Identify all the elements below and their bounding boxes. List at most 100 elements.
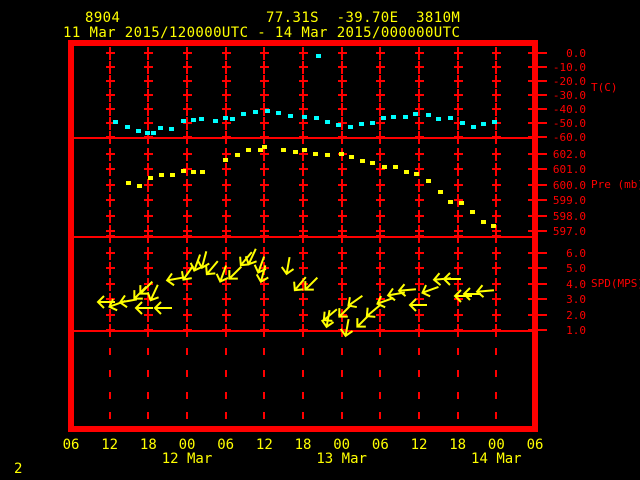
y-axis-tick-label: 2.0 [566,308,586,322]
grid-plus-horizontal [415,122,424,124]
grid-plus-mark [105,147,115,161]
grid-dash [224,412,227,419]
pressure-point [158,173,164,178]
grid-dash [456,370,459,377]
grid-plus-horizontal [183,66,192,68]
grid-plus-horizontal [221,122,231,124]
pressure-point [234,153,240,158]
grid-plus-horizontal [453,214,463,217]
grid-dash [456,392,459,399]
hour-label: 06 [526,437,544,453]
grid-dash [340,370,343,377]
grid-plus-mark [183,163,192,176]
grid-plus-mark [376,246,386,260]
y-axis-tick [528,52,547,54]
grid-dash [302,348,304,355]
temperature-point [150,130,156,135]
grid-plus-horizontal [376,52,386,54]
grid-plus-mark [376,230,386,243]
grid-plus-mark [105,117,115,130]
wind-arrow [236,241,268,273]
grid-plus-mark [337,75,347,88]
grid-plus-mark [144,209,154,223]
grid-plus-horizontal [144,152,154,155]
grid-plus-mark [453,277,463,291]
grid-plus-horizontal [183,94,192,96]
temperature-point [413,112,419,117]
grid-plus-horizontal [183,152,192,155]
y-axis-tick [528,152,547,155]
grid-plus-horizontal [453,251,463,254]
grid-plus-horizontal [260,329,270,331]
grid-plus-horizontal [144,94,154,96]
grid-plus-mark [492,75,502,88]
grid-dash [224,392,227,399]
grid-plus-horizontal [105,251,115,254]
grid-plus-horizontal [221,66,231,68]
grid-plus-horizontal [221,199,231,201]
grid-plus-mark [260,293,270,306]
hour-label: 18 [139,437,157,453]
grid-dash [186,392,188,399]
grid-plus-mark [492,89,502,102]
grid-plus-mark [105,277,115,291]
grid-plus-horizontal [337,52,347,54]
y-axis-tick [528,251,547,254]
grid-plus-mark [260,277,270,291]
grid-plus-horizontal [221,52,231,54]
grid-plus-mark [144,293,154,306]
grid-plus-mark [183,293,192,306]
grid-dash [263,412,266,419]
grid-plus-mark [183,178,192,192]
grid-plus-mark [299,103,308,116]
corner-label: 2 [14,461,23,477]
temperature-point [335,123,341,128]
temperature-point [288,114,294,118]
grid-plus-horizontal [492,267,502,269]
wind-arrow [440,267,464,291]
wind-speed-axis-label: SPD(MPS) [591,277,640,290]
grid-plus-horizontal [376,168,386,170]
grid-plus-mark [376,147,386,161]
grid-plus-mark [260,75,270,88]
grid-plus-horizontal [337,298,347,300]
pressure-point [438,190,444,195]
grid-plus-horizontal [221,235,231,237]
grid-plus-horizontal [453,183,463,186]
grid-plus-horizontal [144,108,154,110]
grid-plus-mark [453,194,463,207]
grid-plus-mark [221,75,231,88]
grid-plus-horizontal [221,183,231,186]
grid-plus-mark [453,103,463,116]
grid-plus-horizontal [183,267,192,269]
grid-plus-mark [260,61,270,74]
pressure-point [426,179,432,184]
grid-plus-mark [299,324,308,337]
grid-plus-horizontal [144,80,154,82]
grid-plus-horizontal [415,152,424,155]
grid-plus-mark [492,47,502,60]
grid-plus-horizontal [376,66,386,68]
temperature-point [391,114,397,119]
grid-plus-horizontal [221,214,231,217]
grid-plus-horizontal [453,235,463,237]
grid-plus-mark [105,308,115,322]
grid-plus-horizontal [183,136,192,138]
grid-plus-mark [299,117,308,130]
y-axis-tick-label: 597.0 [552,225,586,238]
grid-plus-mark [415,163,424,176]
grid-plus-mark [260,246,270,260]
y-axis-tick-label: 4.0 [566,277,586,291]
grid-plus-mark [144,277,154,291]
grid-plus-mark [415,277,424,291]
grid-plus-horizontal [144,313,154,316]
grid-plus-horizontal [492,329,502,331]
wind-arrow [138,277,170,309]
grid-plus-horizontal [299,235,308,237]
grid-plus-mark [221,163,231,176]
grid-plus-mark [492,103,502,116]
grid-plus-horizontal [337,122,347,124]
grid-plus-horizontal [492,136,502,138]
grid-plus-horizontal [144,199,154,201]
grid-plus-mark [415,178,424,192]
